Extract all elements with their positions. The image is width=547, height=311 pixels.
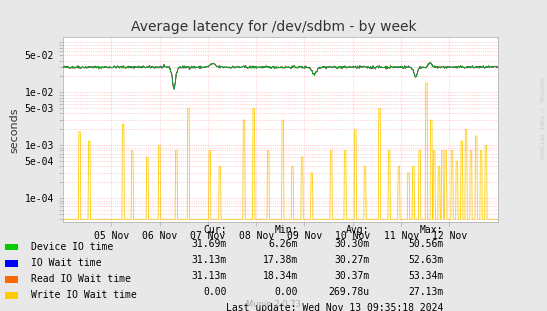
Text: Cur:: Cur: [203,225,227,235]
Y-axis label: seconds: seconds [9,107,19,153]
Text: Munin 2.0.73: Munin 2.0.73 [246,299,301,309]
Text: 30.27m: 30.27m [334,255,369,265]
Text: 52.63m: 52.63m [408,255,443,265]
Text: 31.13m: 31.13m [192,271,227,281]
Text: Write IO Wait time: Write IO Wait time [31,290,136,300]
Text: 27.13m: 27.13m [408,287,443,297]
Text: 50.56m: 50.56m [408,239,443,249]
Text: Read IO Wait time: Read IO Wait time [31,274,131,284]
Text: RRDTOOL / TOBI OETIKER: RRDTOOL / TOBI OETIKER [538,77,543,160]
Text: Min:: Min: [275,225,298,235]
Text: 30.37m: 30.37m [334,271,369,281]
Text: 269.78u: 269.78u [328,287,369,297]
Text: 31.69m: 31.69m [192,239,227,249]
Text: 0.00: 0.00 [203,287,227,297]
Text: Max:: Max: [420,225,443,235]
Text: Average latency for /dev/sdbm - by week: Average latency for /dev/sdbm - by week [131,20,416,34]
Text: Last update: Wed Nov 13 09:35:18 2024: Last update: Wed Nov 13 09:35:18 2024 [226,303,443,311]
Text: 30.30m: 30.30m [334,239,369,249]
Text: 31.13m: 31.13m [192,255,227,265]
Text: 17.38m: 17.38m [263,255,298,265]
Text: IO Wait time: IO Wait time [31,258,101,268]
Text: 18.34m: 18.34m [263,271,298,281]
Text: 0.00: 0.00 [275,287,298,297]
Text: 53.34m: 53.34m [408,271,443,281]
Text: Device IO time: Device IO time [31,242,113,252]
Text: 6.26m: 6.26m [269,239,298,249]
Text: Avg:: Avg: [346,225,369,235]
